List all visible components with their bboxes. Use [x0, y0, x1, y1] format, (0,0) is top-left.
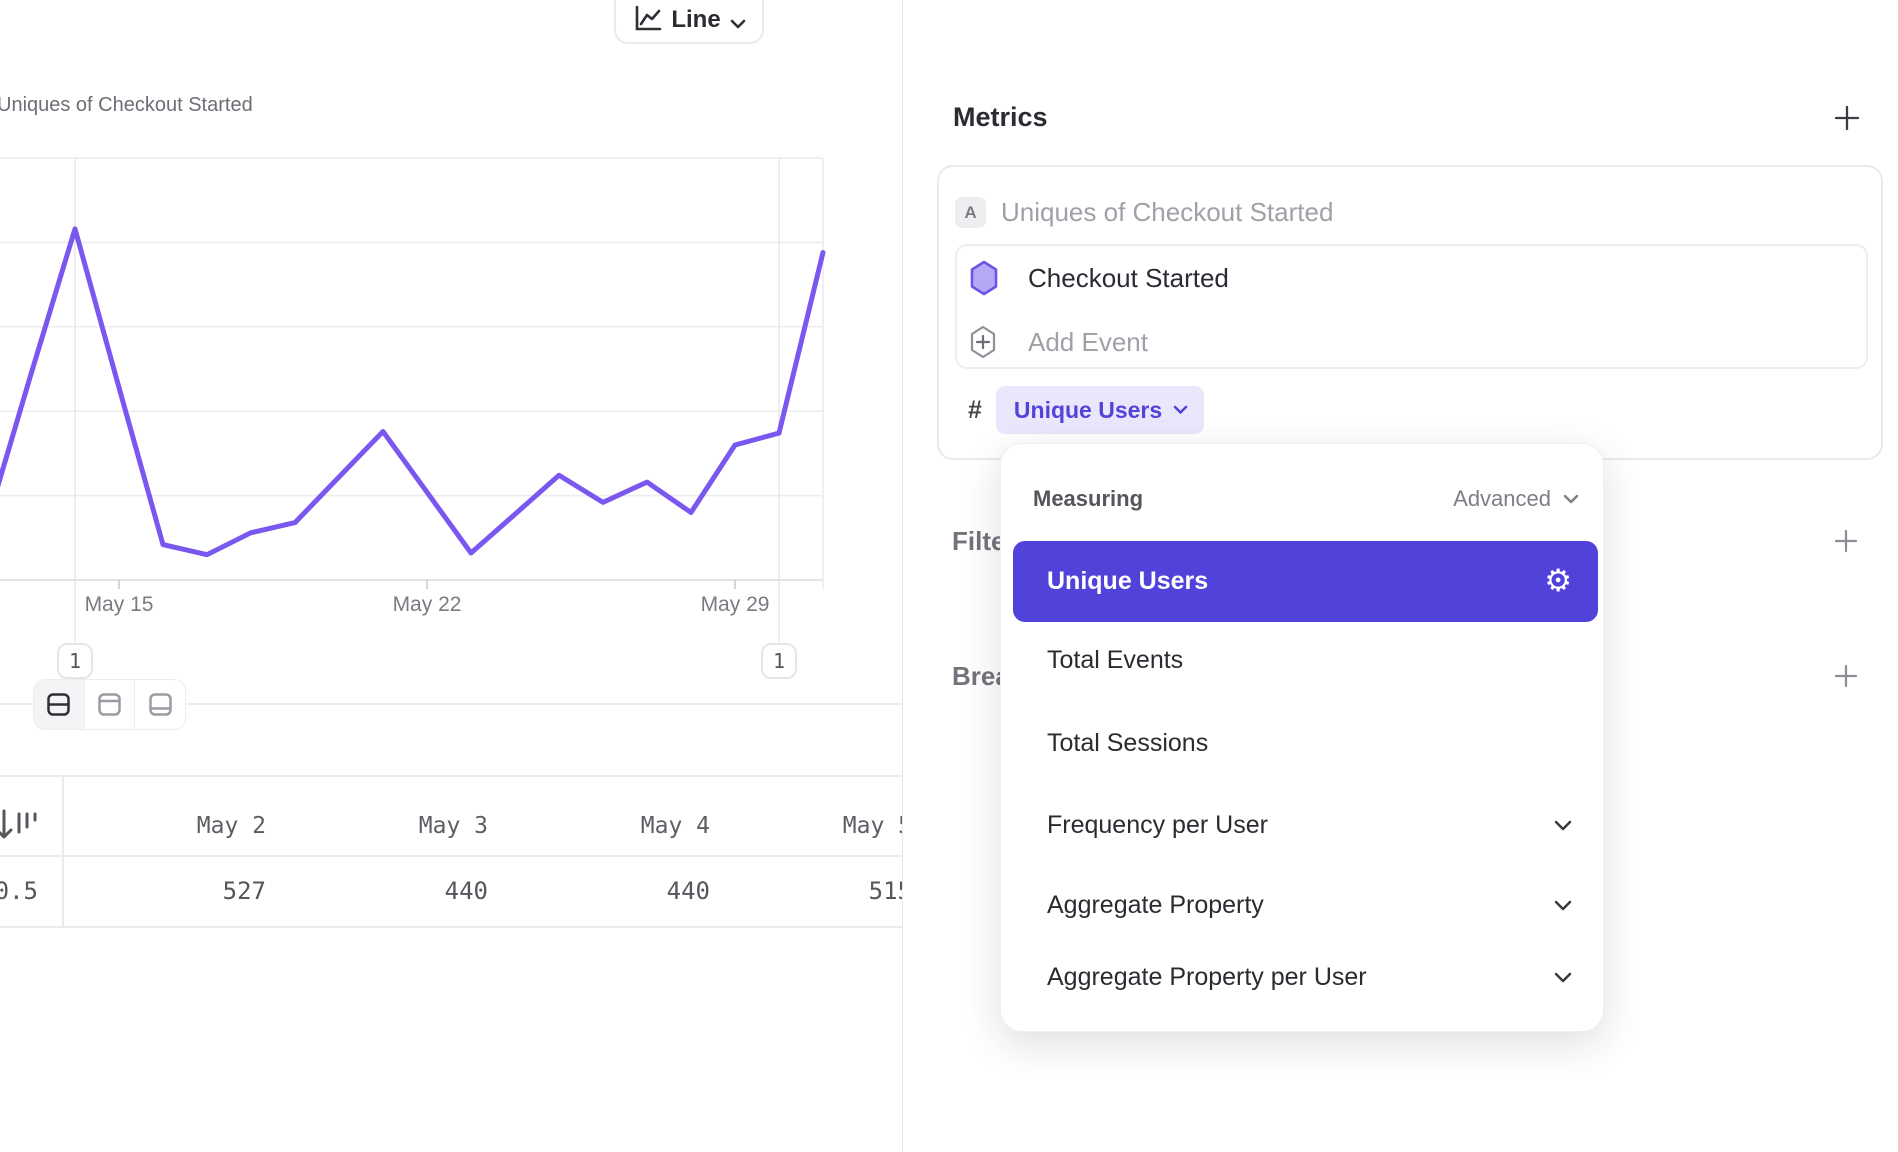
view-toggle-chart-only[interactable]: [85, 680, 136, 729]
table-frozen-column-border: [62, 775, 64, 927]
measuring-popover: Measuring Advanced Unique Users ⚙ Total Ev…: [1000, 443, 1604, 1032]
add-metric-plus-icon[interactable]: [1833, 104, 1861, 132]
measure-dropdown[interactable]: Unique Users: [995, 386, 1205, 434]
series-title: Uniques of Checkout Started: [1001, 197, 1334, 227]
x-axis-tick-label: May 15: [84, 593, 154, 616]
add-breakdown-plus-icon[interactable]: [1833, 663, 1859, 689]
menu-item-label: Aggregate Property: [1047, 890, 1264, 919]
chevron-down-icon: [1563, 494, 1579, 504]
x-axis-tick-label: May 22: [392, 593, 462, 616]
menu-item-total-events[interactable]: Total Events: [1013, 632, 1598, 688]
menu-item-label: Total Sessions: [1047, 728, 1209, 757]
chevron-down-icon: [1554, 900, 1572, 910]
event-name: Checkout Started: [1028, 262, 1229, 293]
add-filter-plus-icon[interactable]: [1833, 528, 1859, 554]
chart-title: Uniques of Checkout Started: [0, 94, 253, 116]
chart-panel: Line Uniques of Checkout Started May 15 M…: [0, 0, 903, 1152]
annotation-badge[interactable]: 1: [761, 643, 797, 679]
menu-item-label: Aggregate Property per User: [1047, 962, 1367, 991]
chart-type-button[interactable]: Line: [614, 0, 764, 44]
hexagon-plus-icon: [969, 325, 997, 359]
chevron-down-icon: [1554, 820, 1572, 830]
add-event-button[interactable]: Add Event: [969, 322, 1148, 362]
chevron-down-icon: [1554, 972, 1572, 982]
table-cell-value: 440: [444, 877, 488, 905]
menu-item-aggregate-property-per-user[interactable]: Aggregate Property per User: [1013, 949, 1598, 1005]
number-measure-icon: #: [968, 395, 982, 424]
menu-item-total-sessions[interactable]: Total Sessions: [1013, 715, 1598, 771]
table-column-header: May 4: [640, 813, 710, 839]
series-badge: A: [955, 197, 986, 228]
line-chart: [0, 157, 826, 642]
measuring-mode-toggle[interactable]: Advanced: [1453, 486, 1579, 512]
view-toggle: [33, 679, 186, 730]
event-row[interactable]: Checkout Started: [969, 258, 1229, 298]
menu-item-label: Unique Users: [1047, 566, 1209, 595]
gear-icon[interactable]: ⚙: [1544, 562, 1572, 599]
table-column-header: May 2: [196, 813, 266, 839]
table-row-border: [0, 926, 903, 928]
table-cell-value: 527: [222, 877, 266, 905]
chart-type-label: Line: [671, 6, 721, 33]
metrics-section-title: Metrics: [953, 102, 1048, 132]
table-column-header: May 5: [842, 813, 903, 839]
panel-separator: [0, 703, 903, 705]
table-column-header: May 3: [418, 813, 488, 839]
menu-item-label: Total Events: [1047, 645, 1184, 674]
chevron-down-icon: [1173, 405, 1188, 414]
view-toggle-table-only[interactable]: [135, 680, 185, 729]
measuring-header-row: Measuring Advanced: [1033, 484, 1579, 514]
line-chart-icon: [632, 5, 662, 33]
menu-item-unique-users[interactable]: Unique Users ⚙: [1013, 540, 1598, 622]
add-event-label: Add Event: [1028, 326, 1148, 357]
table-cell-value: 440: [666, 877, 710, 905]
hexagon-icon: [969, 260, 999, 296]
menu-item-label: Frequency per User: [1047, 810, 1268, 839]
table-header-border: [0, 855, 903, 857]
table-frozen-value: 440.5: [0, 877, 38, 905]
sort-descending-icon[interactable]: [0, 806, 38, 844]
annotation-badge[interactable]: 1: [57, 643, 93, 679]
metric-card: A Uniques of Checkout Started Checkout S…: [937, 165, 1883, 460]
menu-item-frequency-per-user[interactable]: Frequency per User: [1013, 797, 1598, 853]
measure-row: # Unique Users: [968, 386, 1205, 434]
table-cell-value: 515: [868, 877, 903, 905]
measuring-label: Measuring: [1033, 486, 1144, 511]
measuring-mode-value: Advanced: [1453, 486, 1551, 511]
menu-item-aggregate-property[interactable]: Aggregate Property: [1013, 877, 1598, 933]
x-axis-tick-label: May 29: [700, 593, 770, 616]
metrics-panel: Metrics A Uniques of Checkout Started Ch…: [903, 0, 1898, 1152]
view-toggle-split[interactable]: [34, 680, 85, 729]
chevron-down-icon: [730, 19, 746, 33]
measure-dropdown-value: Unique Users: [1013, 396, 1163, 423]
event-list-card: Checkout Started Add Event: [955, 244, 1868, 369]
table-top-border: [0, 775, 903, 777]
